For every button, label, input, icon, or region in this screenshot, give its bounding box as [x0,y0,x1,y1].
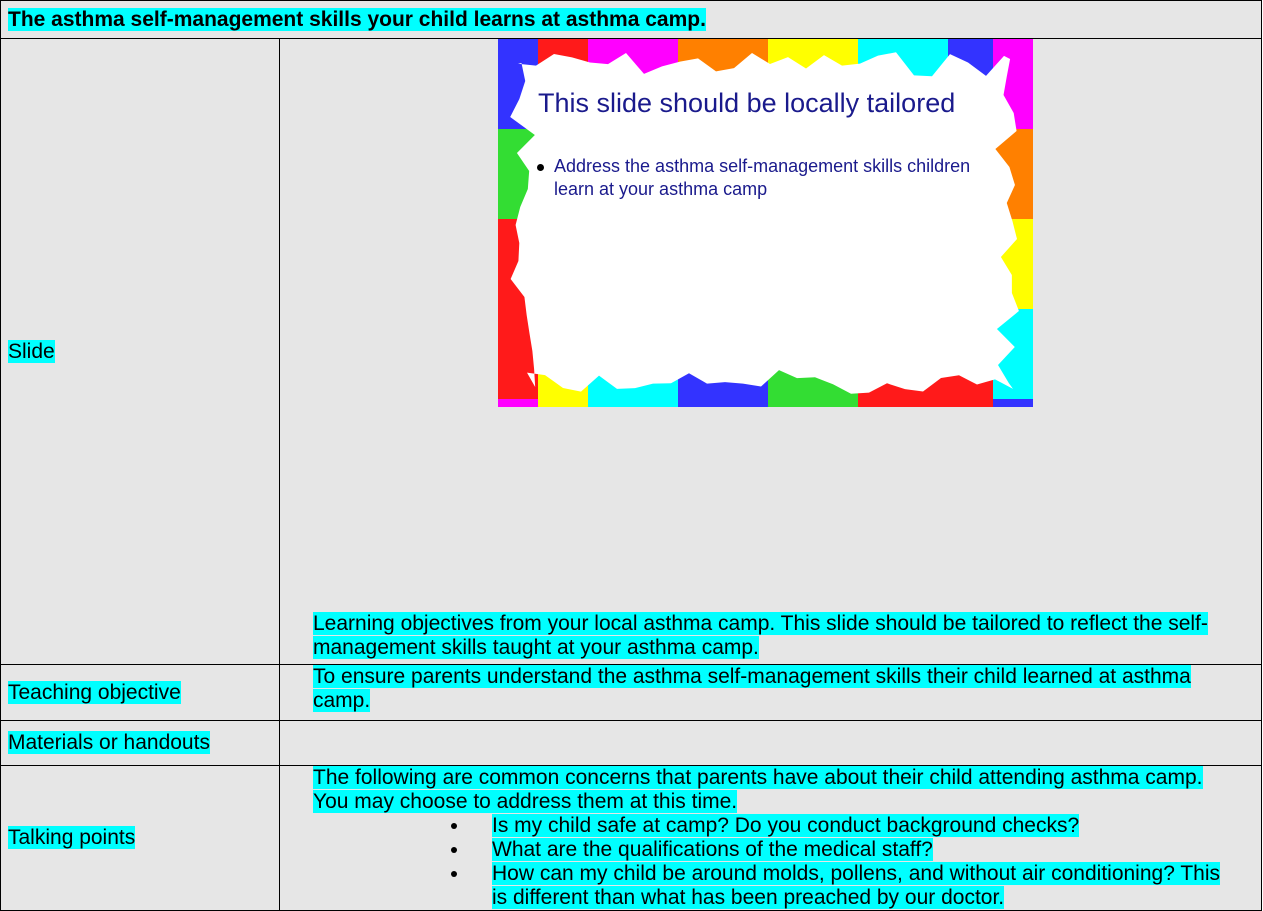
slide-border [498,39,1033,407]
row-label: Talking points [8,826,136,849]
label-cell: Slide [0,38,280,665]
row-label: Slide [8,339,55,363]
talking-item: Is my child safe at camp? Do you conduct… [470,814,1241,838]
talking-item: How can my child be around molds, pollen… [470,862,1241,910]
slide-decor [993,399,1033,407]
header-title: The asthma self-management skills your c… [8,7,706,31]
content-cell: The following are common concerns that p… [279,765,1262,911]
talking-item: What are the qualifications of the medic… [470,838,1241,862]
talking-text: Is my child safe at camp? Do you conduct… [492,814,1080,837]
label-cell: Materials or handouts [0,720,280,766]
row-label: Materials or handouts [8,731,210,754]
header-cell: The asthma self-management skills your c… [0,0,1262,39]
slide-thumbnail: This slide should be locally tailored Ad… [498,39,1033,407]
talking-text: What are the qualifications of the medic… [492,838,933,861]
slide-cell: This slide should be locally tailored Ad… [279,38,1262,665]
slide-decor [510,52,1019,394]
slide-bullet: Address the asthma self-management skill… [537,155,1004,201]
content-cell: To ensure parents understand the asthma … [279,664,1262,721]
row-label: Teaching objective [8,680,181,704]
talking-text: How can my child be around molds, pollen… [492,862,1221,909]
talking-intro: The following are common concerns that p… [313,766,1203,813]
label-cell: Talking points [0,765,280,911]
talking-list: Is my child safe at camp? Do you conduct… [313,814,1241,910]
caption-text: Learning objectives from your local asth… [313,612,1208,659]
slide-caption: Learning objectives from your local asth… [313,612,1231,660]
content-cell [279,720,1262,766]
label-cell: Teaching objective [0,664,280,721]
objective-text: To ensure parents understand the asthma … [313,665,1191,712]
slide-decor [498,399,538,407]
slide-title: This slide should be locally tailored [538,88,956,118]
